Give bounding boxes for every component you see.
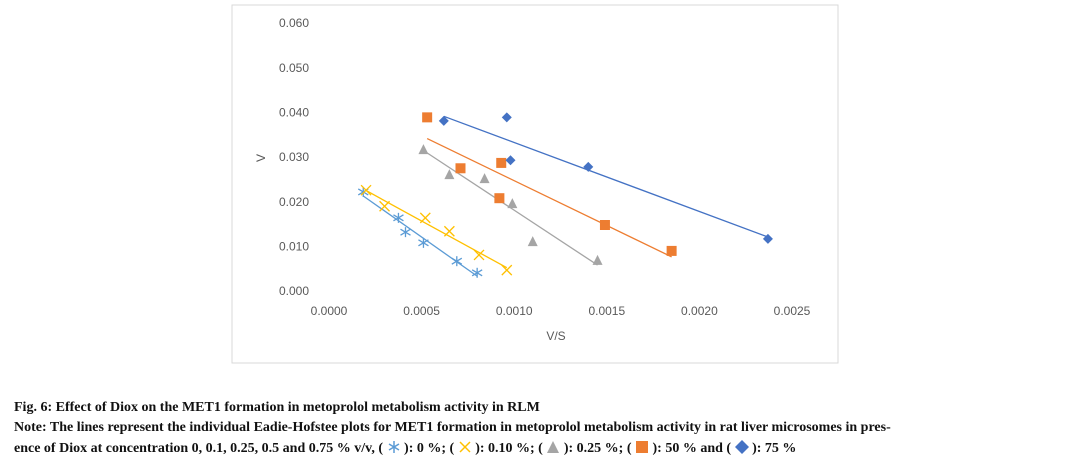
marker-shape: [762, 233, 773, 244]
chart-border: [231, 4, 839, 364]
marker-shape: [666, 245, 677, 256]
marker-shape: [507, 198, 518, 209]
symbol-square: [636, 441, 648, 453]
caption-title: Fig. 6: Effect of Diox on the MET1 forma…: [14, 400, 540, 415]
marker-stroke: [451, 257, 463, 265]
caption-text: ): 0.25 %; (: [563, 441, 632, 456]
marker-shape: [496, 157, 507, 168]
marker-asterisk: [418, 237, 429, 248]
marker-stroke: [400, 228, 411, 236]
marker-triangle: [418, 144, 429, 155]
marker-cross: [419, 212, 431, 224]
marker-diamond: [583, 161, 594, 172]
marker-asterisk: [393, 212, 404, 223]
marker-shape: [418, 144, 429, 155]
caption-text: ): 50 % and (: [652, 441, 732, 456]
trendline: [443, 115, 769, 238]
marker-stroke: [379, 200, 391, 212]
marker-triangle: [527, 236, 538, 247]
marker-stroke: [501, 264, 513, 276]
y-tick-label: 0.000: [279, 284, 309, 298]
marker-shape: [599, 220, 610, 230]
x-tick-label: 0.0005: [403, 304, 440, 318]
marker-shape: [438, 115, 449, 126]
caption-text: ): 0.10 %; (: [475, 441, 543, 456]
marker-stroke: [473, 249, 485, 261]
marker-square: [455, 163, 466, 174]
marker-shape: [479, 173, 490, 184]
marker-triangle: [479, 173, 490, 184]
symbol-asterisk: [388, 441, 399, 453]
marker-triangle: [592, 254, 603, 265]
marker-shape: [592, 254, 603, 265]
trendline: [426, 137, 672, 258]
caption-text: ence of Diox at concentration 0, 0.1, 0.…: [14, 441, 384, 456]
marker-diamond: [501, 112, 512, 123]
marker-shape: [494, 193, 505, 204]
marker-shape: [527, 236, 538, 247]
x-tick-label: 0.0015: [588, 304, 625, 318]
caption-text: ): 75 %: [752, 441, 797, 456]
symbol-triangle: [547, 441, 560, 453]
marker-shape: [583, 161, 594, 172]
caption-note: ence of Diox at concentration 0, 0.1, 0.…: [14, 440, 796, 457]
marker-stroke: [393, 214, 404, 222]
marker-shape: [422, 112, 433, 123]
marker-shape: [505, 155, 516, 166]
y-tick-label: 0.040: [279, 106, 309, 120]
x-tick-label: 0.0025: [774, 304, 811, 318]
marker-diamond: [438, 115, 449, 126]
x-axis-title: V/S: [546, 329, 565, 343]
symbol-cross: [459, 441, 471, 453]
y-tick-label: 0.060: [279, 16, 309, 30]
marker-stroke: [471, 269, 483, 277]
y-tick-label: 0.010: [279, 240, 309, 254]
y-tick-label: 0.030: [279, 150, 309, 164]
y-axis-title: V: [254, 154, 268, 162]
symbol-diamond: [734, 440, 749, 454]
caption-text: ): 0 %; (: [404, 441, 455, 456]
marker-cross: [379, 200, 391, 212]
y-tick-label: 0.020: [279, 195, 309, 209]
marker-cross: [443, 225, 455, 237]
y-tick-label: 0.050: [279, 61, 309, 75]
marker-square: [422, 112, 433, 123]
marker-diamond: [505, 155, 516, 166]
marker-shape: [501, 112, 512, 123]
marker-shape: [444, 169, 455, 180]
x-tick-label: 0.0000: [311, 304, 348, 318]
x-tick-label: 0.0020: [681, 304, 718, 318]
marker-cross: [473, 249, 485, 261]
marker-asterisk: [471, 267, 483, 278]
marker-stroke: [443, 225, 455, 237]
marker-stroke: [419, 212, 431, 224]
marker-triangle: [444, 169, 455, 180]
marker-diamond: [762, 233, 773, 244]
marker-asterisk: [400, 227, 411, 238]
marker-cross: [360, 184, 372, 196]
marker-triangle: [507, 198, 518, 209]
marker-square: [494, 193, 505, 204]
marker-cross: [501, 264, 513, 276]
marker-square: [599, 220, 610, 230]
marker-stroke: [418, 239, 429, 247]
marker-stroke: [360, 184, 372, 196]
marker-square: [666, 245, 677, 256]
x-tick-label: 0.0010: [496, 304, 533, 318]
trendline: [365, 189, 508, 269]
chart: V/S V 0.000 0.010 0.020 0.030 0.040 0.050 0.06…: [231, 4, 839, 364]
marker-asterisk: [451, 256, 463, 267]
caption-note: Note: The lines represent the individual…: [14, 420, 891, 435]
marker-shape: [455, 163, 466, 174]
marker-square: [496, 157, 507, 168]
